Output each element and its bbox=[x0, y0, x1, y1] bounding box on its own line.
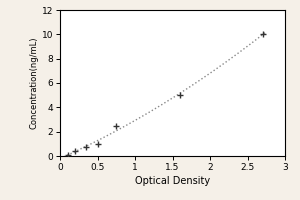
X-axis label: Optical Density: Optical Density bbox=[135, 176, 210, 186]
Y-axis label: Concentration(ng/mL): Concentration(ng/mL) bbox=[30, 37, 39, 129]
